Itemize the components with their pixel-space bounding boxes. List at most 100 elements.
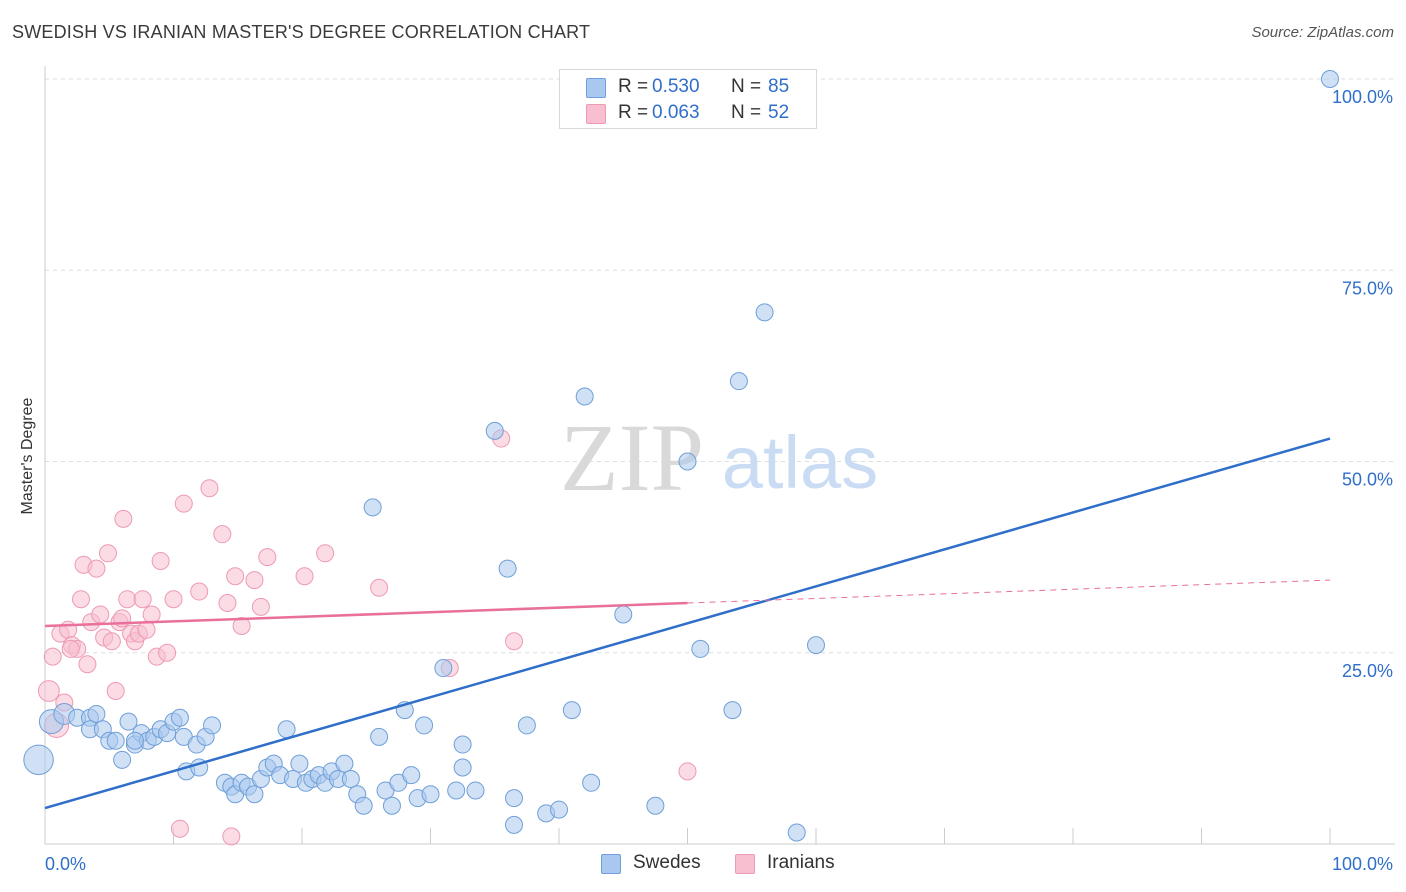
swedes-point — [125, 731, 144, 750]
swedes-point — [723, 701, 742, 720]
iranians-point — [114, 509, 133, 528]
r-label: R = — [618, 102, 649, 123]
watermark-atlas: atlas — [722, 421, 878, 504]
grid-lines — [45, 78, 1395, 654]
swedes-point — [119, 712, 138, 731]
swedes-point — [453, 758, 472, 777]
swedes-point — [505, 789, 524, 808]
iranians-point — [78, 655, 97, 674]
iranians-point — [505, 632, 524, 651]
iranians-trend-line — [44, 601, 688, 628]
y-tick-label: 75.0% — [1342, 278, 1393, 298]
swedes-swatch — [601, 854, 621, 874]
swedes-point — [678, 452, 697, 471]
swedes-point — [729, 372, 748, 391]
swedes-points — [23, 70, 1339, 842]
swedes-point — [447, 781, 466, 800]
swedes-point — [341, 769, 360, 788]
iranians-point — [170, 819, 189, 838]
swedes-point — [113, 750, 132, 769]
swedes-point — [363, 498, 382, 517]
swedes-point — [1321, 70, 1339, 88]
iranians-swatch — [735, 854, 755, 874]
legend-label-iranians: Iranians — [767, 852, 835, 873]
legend-label-swedes: Swedes — [633, 852, 701, 873]
x-tick-label: 0.0% — [45, 854, 86, 874]
iranians-point — [87, 559, 106, 578]
swedes-trend-line — [44, 437, 1331, 810]
iranians-points — [37, 429, 697, 846]
trend-lines — [44, 437, 1331, 810]
swedes-point — [106, 731, 125, 750]
iranians-point — [91, 605, 110, 624]
y-tick-label: 25.0% — [1342, 661, 1393, 681]
iranians-point — [218, 594, 237, 613]
swedes-point — [434, 659, 453, 678]
iranians-point — [71, 590, 90, 609]
iranians-point — [316, 544, 335, 563]
iranians-point — [158, 643, 177, 662]
swedes-point — [614, 605, 633, 624]
iranians-point — [43, 647, 62, 666]
swedes-point — [466, 781, 485, 800]
n-label: N = — [731, 76, 762, 97]
iranians-point — [678, 762, 697, 781]
swedes-point — [335, 754, 354, 773]
swedes-point — [485, 421, 504, 440]
iranians-point — [213, 525, 232, 544]
swedes-point — [646, 796, 665, 815]
iranians-point — [251, 597, 270, 616]
x-tick-label: 100.0% — [1332, 854, 1393, 874]
iranians-point — [200, 479, 219, 498]
swedes-point — [402, 766, 421, 785]
iranians-point — [151, 551, 170, 570]
iranians-trend-extension — [687, 579, 1331, 604]
swedes-point — [290, 754, 309, 773]
swedes-point — [562, 701, 581, 720]
iranians-point — [133, 590, 152, 609]
correlation-legend: R = 0.530 N = 85 R = 0.063 N = 52 — [559, 69, 817, 129]
swedes-point — [370, 727, 389, 746]
swedes-point — [453, 735, 472, 754]
swedes-point — [415, 716, 434, 735]
iranians-point — [222, 827, 241, 846]
tick-labels: 25.0% 50.0% 75.0% 100.0% 0.0% 100.0% — [45, 87, 1393, 874]
y-tick-label: 50.0% — [1342, 470, 1393, 490]
chart-source: Source: ZipAtlas.com — [1251, 24, 1394, 41]
iranians-point — [232, 616, 251, 635]
swedes-point — [550, 800, 568, 819]
n-value: 85 — [768, 76, 790, 97]
swedes-point — [170, 708, 189, 727]
iranians-point — [37, 680, 60, 702]
iranians-point — [226, 567, 245, 586]
r-value: 0.530 — [652, 76, 700, 97]
iranians-point — [370, 578, 389, 597]
iranians-point — [102, 632, 121, 651]
swedes-point — [787, 823, 806, 842]
iranians-point — [142, 605, 161, 624]
swedes-point — [755, 303, 774, 322]
swedes-point — [382, 796, 401, 815]
swedes-point — [245, 785, 264, 804]
swedes-point — [498, 559, 517, 578]
swedes-point — [23, 744, 54, 776]
swedes-swatch — [586, 78, 606, 98]
swedes-point — [87, 704, 106, 723]
iranians-point — [106, 682, 125, 700]
iranians-point — [164, 590, 183, 609]
watermark: ZIP atlas — [560, 404, 878, 511]
swedes-point — [582, 773, 601, 792]
swedes-point — [807, 636, 825, 655]
swedes-point — [575, 387, 594, 406]
swedes-point — [354, 796, 373, 815]
axes — [44, 66, 1395, 845]
iranians-point — [137, 620, 156, 639]
iranians-point — [295, 567, 314, 586]
swedes-point — [421, 785, 440, 804]
swedes-point — [277, 720, 296, 739]
chart-title: SWEDISH VS IRANIAN MASTER'S DEGREE CORRE… — [12, 22, 591, 42]
iranians-point — [174, 494, 193, 513]
n-value: 52 — [768, 102, 790, 123]
iranians-point — [258, 548, 277, 567]
iranians-point — [98, 544, 117, 563]
